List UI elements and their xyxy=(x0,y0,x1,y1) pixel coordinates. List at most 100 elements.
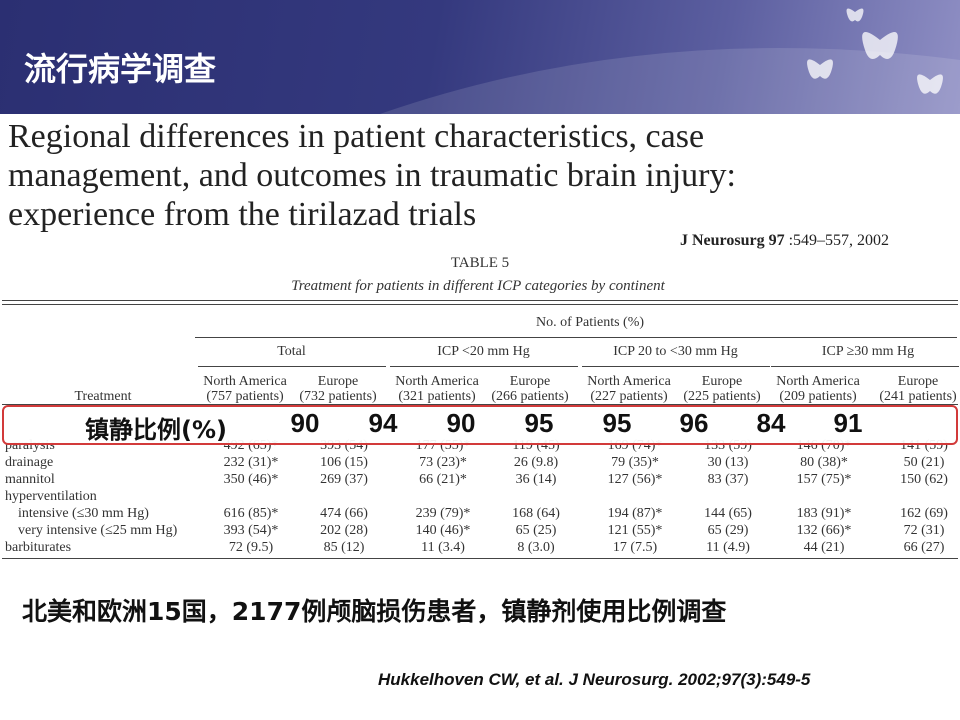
column-region: Europe xyxy=(317,374,359,389)
table-cell: 194 (87)* xyxy=(607,506,663,521)
table-cell: 26 (9.8) xyxy=(513,455,559,470)
table-cell: 393 (54)* xyxy=(223,523,279,538)
overlay-value: 95 xyxy=(524,408,554,438)
journal: J Neurosurg xyxy=(680,232,765,249)
table-cell: 162 (69) xyxy=(900,506,948,521)
volume: 97 xyxy=(768,232,785,249)
table-cell: 72 (31) xyxy=(903,523,945,538)
paper-title-line: experience from the tirilazad trials xyxy=(8,196,477,233)
table-cell: 132 (66)* xyxy=(796,523,852,538)
table-cell: 66 (27) xyxy=(903,540,945,555)
table-cell: 11 (3.4) xyxy=(421,540,465,555)
overlay-label: 镇静比例(%) xyxy=(85,416,227,444)
column-region: North America xyxy=(203,374,287,389)
group-header: ICP <20 mm Hg xyxy=(437,344,530,359)
column-patients: (266 patients) xyxy=(491,389,569,404)
column-region: Europe xyxy=(897,374,939,389)
rule xyxy=(390,366,578,367)
rule xyxy=(2,404,958,405)
table-cell: 50 (21) xyxy=(903,455,945,470)
row-label: hyperventilation xyxy=(5,489,97,504)
overlay-value: 94 xyxy=(368,408,398,438)
paper-title-line: Regional differences in patient characte… xyxy=(8,118,705,155)
table-cell: 79 (35)* xyxy=(611,455,659,470)
overlay-value: 90 xyxy=(446,408,476,438)
table-cell: 44 (21) xyxy=(803,540,845,555)
table-cell: 106 (15) xyxy=(320,455,368,470)
table-cell: 36 (14) xyxy=(515,472,557,487)
table-cell: 150 (62) xyxy=(900,472,948,487)
column-region: Europe xyxy=(509,374,551,389)
table-cell: 168 (64) xyxy=(512,506,560,521)
column-patients: (209 patients) xyxy=(779,389,857,404)
table-cell: 239 (79)* xyxy=(415,506,471,521)
group-header: Total xyxy=(277,344,306,359)
column-patients: (241 patients) xyxy=(879,389,957,404)
column-patients: (227 patients) xyxy=(590,389,668,404)
table-cell: 232 (31)* xyxy=(223,455,279,470)
pages: :549–557, 2002 xyxy=(788,232,890,249)
overlay-value: 95 xyxy=(602,408,632,438)
table-cell: 202 (28) xyxy=(320,523,368,538)
spanner: No. of Patients (%) xyxy=(535,315,645,330)
citation: J Neurosurg 97:549–557, 2002 xyxy=(680,232,889,250)
row-header: Treatment xyxy=(74,389,132,404)
table-cell: 83 (37) xyxy=(707,472,749,487)
decoration xyxy=(380,8,960,114)
row-label: barbiturates xyxy=(5,540,72,555)
table-cell: 66 (21)* xyxy=(419,472,467,487)
table-cell: 65 (25) xyxy=(515,523,557,538)
table-cell: 269 (37) xyxy=(320,472,368,487)
overlay-value: 91 xyxy=(833,408,863,438)
rule xyxy=(195,337,957,338)
row-label: mannitol xyxy=(5,472,55,487)
group-header: ICP 20 to <30 mm Hg xyxy=(613,344,738,359)
table-cell: 183 (91)* xyxy=(796,506,852,521)
table-cell: 85 (12) xyxy=(323,540,365,555)
highlight-box xyxy=(2,405,958,445)
reference: Hukkelhoven CW, et al. J Neurosurg. 2002… xyxy=(378,670,811,689)
table-cell: 30 (13) xyxy=(707,455,749,470)
table-cell: 121 (55)* xyxy=(607,523,663,538)
column-region: North America xyxy=(587,374,671,389)
table-cell: 127 (56)* xyxy=(607,472,663,487)
table-cell: 140 (46)* xyxy=(415,523,471,538)
overlay-value: 90 xyxy=(290,408,320,438)
column-region: North America xyxy=(776,374,860,389)
overlay-value: 96 xyxy=(679,408,709,438)
table-cell: 157 (75)* xyxy=(796,472,852,487)
table-cell: 72 (9.5) xyxy=(228,540,274,555)
rule xyxy=(198,366,386,367)
row-label: intensive (≤30 mm Hg) xyxy=(18,506,149,521)
table-cell: 350 (46)* xyxy=(223,472,279,487)
row-label: very intensive (≤25 mm Hg) xyxy=(18,523,178,538)
row-label: drainage xyxy=(5,455,54,470)
column-patients: (732 patients) xyxy=(299,389,377,404)
column-patients: (225 patients) xyxy=(683,389,761,404)
table-subtitle: Treatment for patients in different ICP … xyxy=(291,278,665,294)
table-cell: 17 (7.5) xyxy=(612,540,658,555)
table-cell: 144 (65) xyxy=(704,506,752,521)
column-region: North America xyxy=(395,374,479,389)
table-cell: 80 (38)* xyxy=(800,455,848,470)
rule xyxy=(582,366,770,367)
summary: 北美和欧洲15国，2177例颅脑损伤患者，镇静剂使用比例调查 xyxy=(22,597,727,626)
column-patients: (321 patients) xyxy=(398,389,476,404)
overlay-value: 84 xyxy=(756,408,786,438)
column-patients: (757 patients) xyxy=(206,389,284,404)
table-cell: 11 (4.9) xyxy=(706,540,750,555)
slide-title: 流行病学调查 xyxy=(24,50,217,88)
rule xyxy=(2,558,958,559)
header-band xyxy=(0,0,960,114)
column-region: Europe xyxy=(701,374,743,389)
table-caption: TABLE 5 xyxy=(450,255,510,271)
group-header: ICP ≥30 mm Hg xyxy=(821,344,915,359)
table-cell: 73 (23)* xyxy=(419,455,467,470)
rule xyxy=(2,304,958,305)
table-cell: 474 (66) xyxy=(320,506,368,521)
rule xyxy=(771,366,959,367)
table-cell: 65 (29) xyxy=(707,523,749,538)
table-cell: 616 (85)* xyxy=(223,506,279,521)
rule xyxy=(2,300,958,301)
